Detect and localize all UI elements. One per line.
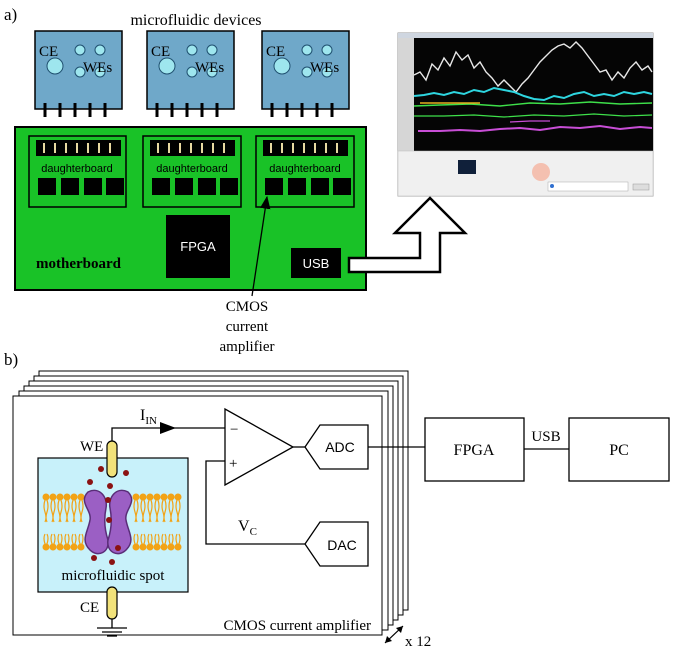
callout-arrow <box>251 195 271 297</box>
daughterboard-2: daughterboard <box>142 135 242 208</box>
we-label: WE <box>80 439 103 455</box>
ce-electrode <box>106 586 118 620</box>
current-arrow <box>160 422 176 434</box>
dac-block <box>304 521 369 567</box>
op-amp <box>224 407 295 487</box>
microfluidic-device-3: CE WEs <box>261 30 350 117</box>
usb-port <box>291 248 341 278</box>
device-1-wes-label: WEs <box>83 60 112 76</box>
daughterboard-3-label: daughterboard <box>269 163 341 175</box>
device-3-wes-label: WEs <box>310 60 339 76</box>
panel-b-label: b) <box>4 350 18 369</box>
microfluidic-devices-title: microfluidic devices <box>130 12 261 29</box>
pc-block <box>568 417 670 482</box>
current-input-wire <box>111 427 225 441</box>
data-flow-arrow <box>347 196 469 274</box>
i-in-label: IIN <box>140 407 157 427</box>
fpga-chip <box>166 215 230 278</box>
pc-block-label: PC <box>609 442 629 459</box>
software-screenshot <box>397 32 654 197</box>
daughterboard-1-label: daughterboard <box>41 163 113 175</box>
vc-label: VC <box>238 518 257 538</box>
ce-label: CE <box>80 600 99 616</box>
amplifier-sheet-label: CMOS current amplifier <box>224 618 371 634</box>
usb-link-label: USB <box>531 429 560 445</box>
ground-icon <box>97 619 127 637</box>
device-2-wes-label: WEs <box>195 60 224 76</box>
vc-wire <box>205 460 305 545</box>
dac-label: DAC <box>327 537 357 553</box>
op-amp-plus: + <box>229 456 237 472</box>
we-electrode <box>106 440 118 478</box>
daughterboard-3: daughterboard <box>255 135 355 208</box>
daughterboard-2-label: daughterboard <box>156 163 228 175</box>
device-2-ce-label: CE <box>151 44 170 60</box>
microfluidic-spot-label: microfluidic spot <box>62 568 166 584</box>
ions <box>87 466 129 565</box>
adc-label: ADC <box>325 439 355 455</box>
callout-line-1: CMOS <box>226 299 269 315</box>
microfluidic-device-2: CE WEs <box>146 30 235 117</box>
daughterboard-1: daughterboard <box>28 135 127 208</box>
stack-count-label: x 12 <box>405 634 431 650</box>
fpga-chip-label: FPGA <box>180 239 216 254</box>
op-amp-minus: − <box>230 422 238 438</box>
callout-line-3: amplifier <box>220 339 275 355</box>
usb-port-label: USB <box>303 256 330 271</box>
callout-line-2: current <box>226 319 269 335</box>
fpga-block-label: FPGA <box>454 442 495 459</box>
fpga-block <box>424 417 525 482</box>
device-3-ce-label: CE <box>266 44 285 60</box>
microfluidic-device-1: CE WEs <box>34 30 123 117</box>
device-1-ce-label: CE <box>39 44 58 60</box>
lipid-bilayer <box>42 493 182 551</box>
panel-a-label: a) <box>4 5 17 24</box>
motherboard-label: motherboard <box>36 256 122 272</box>
protein-channel <box>83 489 133 555</box>
